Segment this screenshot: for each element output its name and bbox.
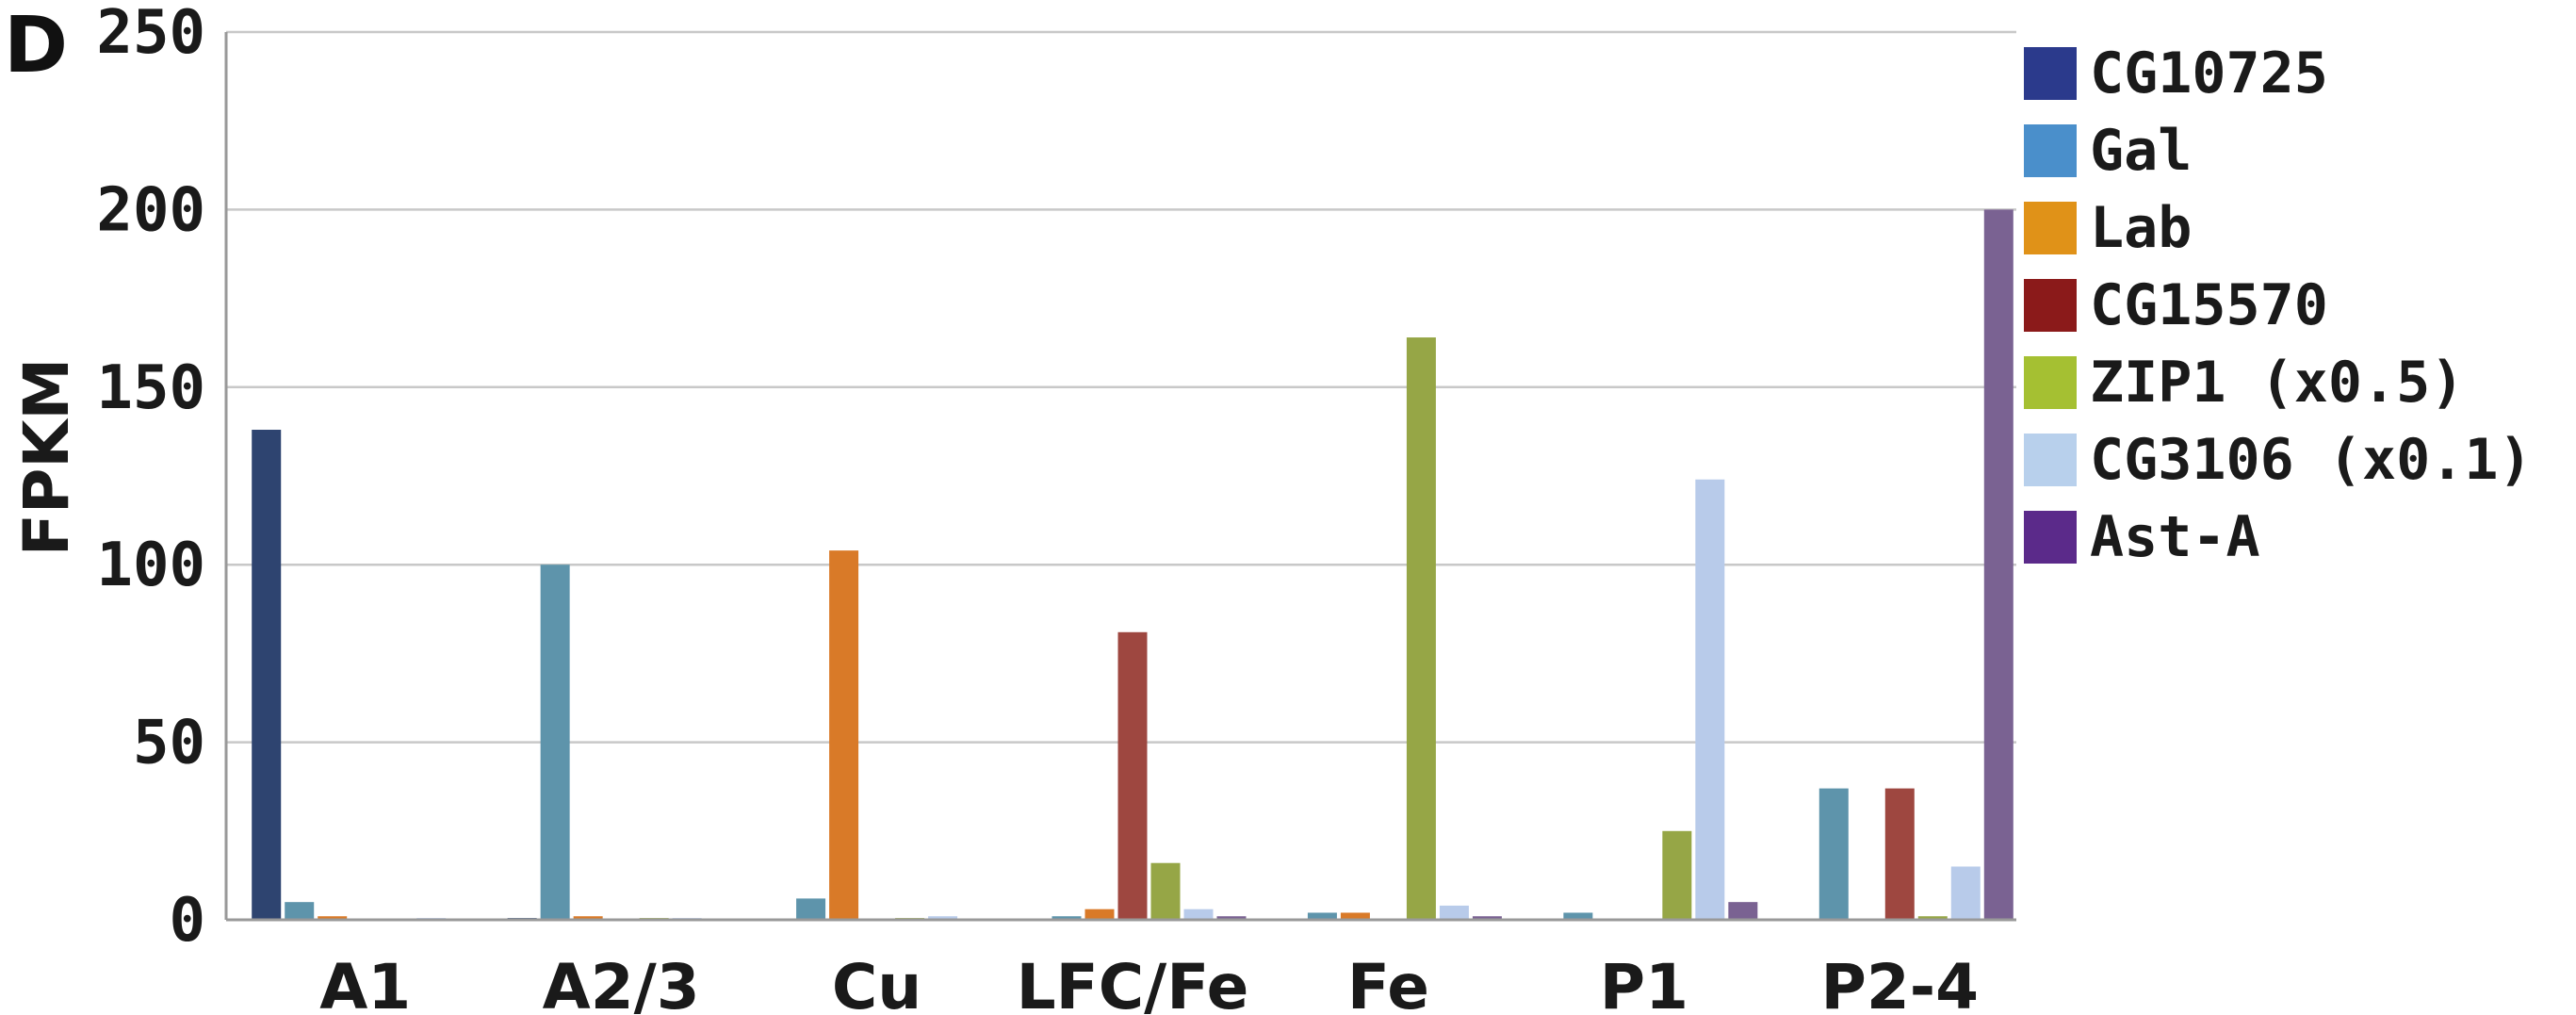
legend-swatch: [2024, 47, 2077, 100]
y-tick-label: 150: [96, 353, 205, 423]
legend-swatch: [2024, 511, 2077, 564]
bar-gal-p1: [1563, 912, 1593, 920]
legend-swatch: [2024, 202, 2077, 254]
x-category-label: Fe: [1347, 951, 1429, 1015]
bar-cg15570-p2-4: [1884, 788, 1915, 920]
bar-lab-a2-3: [573, 916, 603, 920]
bar-ast-a-fe: [1472, 916, 1502, 920]
bar-cg3106-x0-1-fe: [1439, 905, 1469, 920]
bar-cg3106-x0-1-p2-4: [1950, 866, 1981, 920]
legend-swatch: [2024, 279, 2077, 332]
panel-label: D: [4, 1, 68, 90]
legend-swatch: [2024, 124, 2077, 177]
bar-gal-p2-4: [1818, 788, 1849, 920]
bar-zip1-x0-5-p2-4: [1917, 916, 1948, 920]
y-tick-label: 50: [133, 709, 205, 778]
bar-ast-a-lfc-fe: [1216, 916, 1247, 920]
bars: [252, 209, 2014, 921]
legend-label: ZIP1 (x0.5): [2090, 350, 2464, 416]
bar-cg15570-lfc-fe: [1117, 631, 1148, 920]
x-category-label: LFC/Fe: [1017, 951, 1249, 1015]
bar-zip1-x0-5-lfc-fe: [1150, 862, 1181, 920]
bar-gal-fe: [1307, 912, 1337, 920]
y-tick-label: 100: [96, 531, 205, 600]
y-axis-label: FPKM: [10, 358, 83, 556]
legend: CG10725 Gal Lab CG15570 ZIP1 (x0.5) CG3106 (x…: [2024, 41, 2533, 570]
legend-swatch: [2024, 356, 2077, 409]
bar-zip1-x0-5-p1: [1662, 830, 1692, 920]
legend-label: Lab: [2090, 195, 2192, 261]
y-axis-ticks: 0 50 100 150 200 250: [96, 0, 205, 956]
y-tick-label: 200: [96, 175, 205, 245]
bar-lab-fe: [1340, 912, 1370, 920]
bar-gal-cu: [796, 898, 826, 920]
bar-gal-lfc-fe: [1052, 916, 1082, 920]
bar-cg3106-x0-1-lfc-fe: [1183, 909, 1214, 920]
bar-zip1-x0-5-fe: [1406, 337, 1436, 921]
legend-label: CG3106 (x0.1): [2090, 427, 2533, 493]
legend-label: CG15570: [2090, 272, 2328, 338]
bar-cg3106-x0-1-cu: [928, 916, 958, 920]
y-tick-label: 250: [96, 0, 205, 68]
x-category-label: Cu: [832, 951, 921, 1015]
bar-cg10725-a1: [252, 430, 282, 920]
bar-gal-a2-3: [540, 565, 570, 920]
legend-label: CG10725: [2090, 41, 2328, 106]
x-category-label: P1: [1600, 951, 1688, 1015]
bar-cg3106-x0-1-p1: [1695, 479, 1725, 920]
x-category-label: A2/3: [543, 951, 700, 1015]
bar-lab-a1: [318, 916, 348, 920]
x-category-label: P2-4: [1820, 951, 1979, 1015]
bar-gal-a1: [285, 902, 315, 920]
legend-label: Gal: [2090, 118, 2192, 184]
x-category-label: A1: [319, 951, 411, 1015]
bar-lab-cu: [829, 550, 859, 920]
bar-ast-a-p1: [1728, 902, 1758, 920]
y-tick-label: 0: [169, 886, 205, 956]
bar-lab-lfc-fe: [1084, 909, 1115, 920]
legend-label: Ast-A: [2090, 504, 2260, 570]
bar-ast-a-p2-4: [1983, 209, 2014, 920]
x-axis-categories: A1 A2/3 Cu LFC/Fe Fe P1 P2-4: [319, 951, 1979, 1015]
legend-swatch: [2024, 434, 2077, 486]
